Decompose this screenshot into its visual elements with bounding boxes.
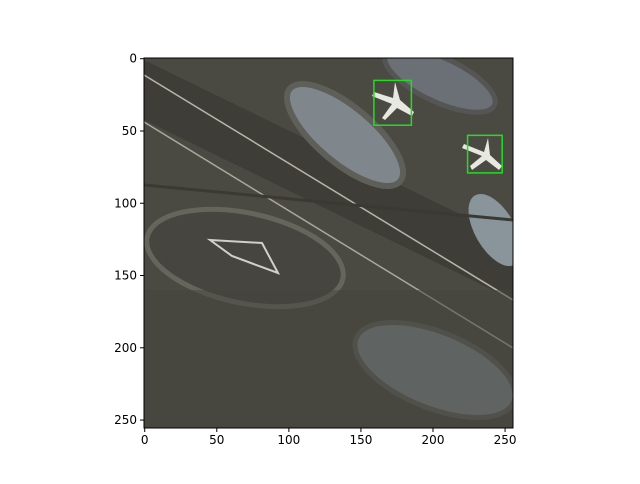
x-tick-label: 0	[141, 433, 149, 447]
y-tick-label: 200	[114, 341, 137, 355]
y-tick-label: 50	[122, 124, 137, 138]
x-tick-label: 250	[494, 433, 517, 447]
y-tick-label: 150	[114, 269, 137, 283]
x-tick-label: 50	[209, 433, 224, 447]
y-tick-label: 0	[129, 52, 137, 66]
x-tick-label: 200	[422, 433, 445, 447]
x-tick-label: 100	[277, 433, 300, 447]
bounding-box	[373, 79, 413, 126]
axes-frame	[143, 57, 514, 429]
aerial-image	[144, 58, 513, 428]
y-tick-label: 250	[114, 413, 137, 427]
bounding-box	[466, 134, 503, 174]
x-tick-label: 150	[349, 433, 372, 447]
y-tick-label: 100	[114, 196, 137, 210]
